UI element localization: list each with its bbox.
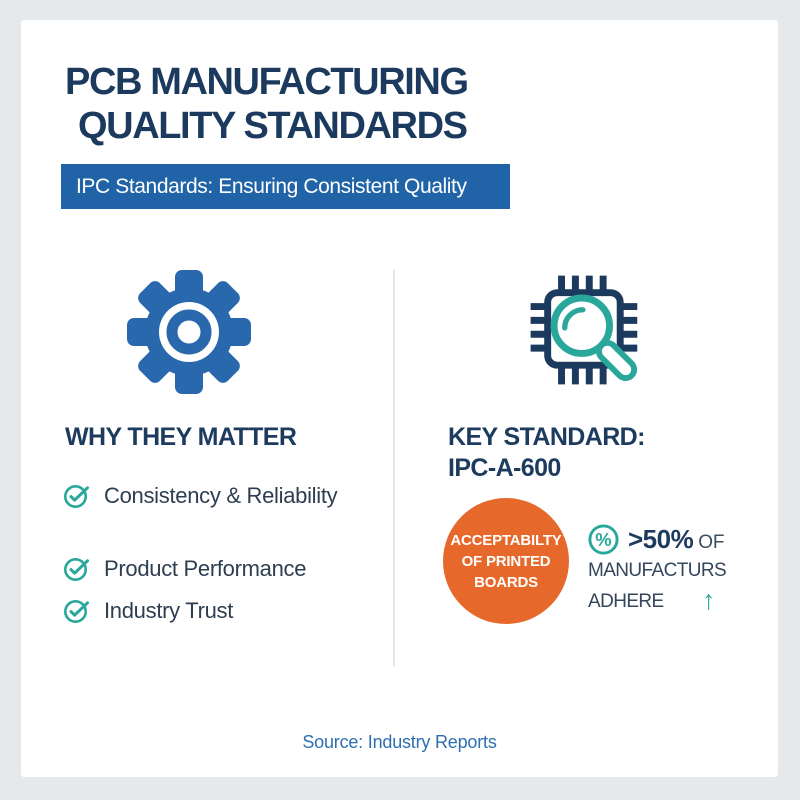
badge-line: BOARDS [474, 573, 538, 591]
percent-circle-icon: % [587, 523, 620, 556]
title-line-1: PCB MANUFACTURING [65, 61, 469, 103]
gear-icon [127, 270, 251, 394]
stat-value: >50% [628, 524, 694, 554]
check-circle-icon [64, 558, 89, 581]
list-item: Product Performance [63, 555, 306, 583]
badge-line: ACCEPTABILTY [450, 531, 562, 549]
left-heading: WHY THEY MATTER [65, 423, 297, 451]
up-arrow-icon: ↑ [702, 585, 716, 615]
check-circle-icon [64, 485, 89, 508]
badge-line: OF PRINTED [461, 552, 551, 570]
page-title: PCB MANUFACTURING QUALITY STANDARDS [65, 60, 469, 148]
list-item-label: Consistency & Reliability [104, 483, 338, 508]
stat-line-1: >50% OF [628, 524, 724, 559]
list-item-label: Industry Trust [104, 598, 234, 623]
chip-magnifier-icon [521, 266, 649, 394]
svg-text:%: % [595, 529, 611, 550]
right-heading: KEY STANDARD: IPC-A-600 [448, 422, 645, 484]
stat-of-label: OF [698, 532, 725, 553]
stat-line-adhere: ADHERE [588, 591, 664, 612]
right-heading-line-2: IPC-A-600 [448, 454, 561, 482]
infographic-card: PCB MANUFACTURING QUALITY STANDARDS IPC … [21, 20, 778, 777]
source-text: Source: Industry Reports [302, 732, 497, 752]
list-item: Consistency & Reliability [63, 482, 338, 510]
column-divider [393, 270, 395, 666]
right-heading-line-1: KEY STANDARD: [448, 423, 645, 451]
acceptability-badge: ACCEPTABILTY OF PRINTED BOARDS [443, 498, 569, 624]
list-item: Industry Trust [63, 597, 233, 625]
title-line-2: QUALITY STANDARDS [78, 105, 468, 147]
check-circle-icon [64, 600, 89, 623]
stat-line-manufacturers: MANUFACTURS [588, 560, 727, 581]
list-item-label: Product Performance [104, 556, 307, 581]
subtitle-banner: IPC Standards: Ensuring Consistent Quali… [61, 164, 510, 209]
